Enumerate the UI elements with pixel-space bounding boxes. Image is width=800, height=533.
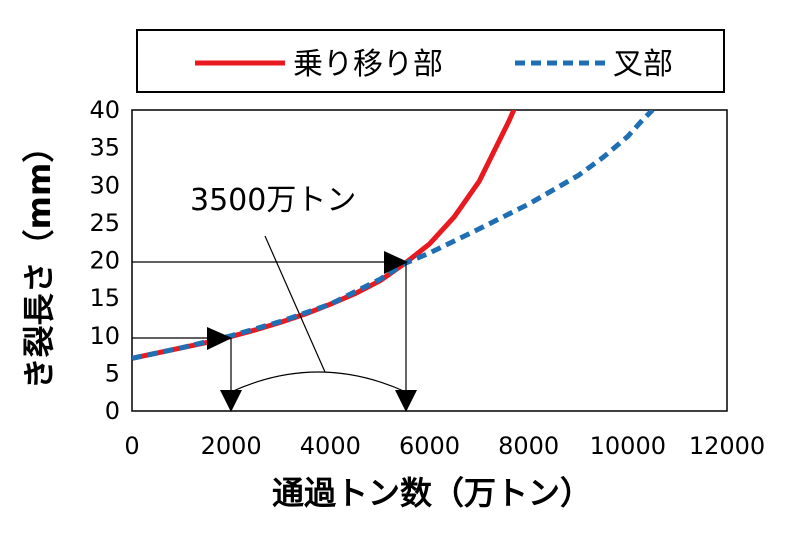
y-tick-label: 0 [105, 397, 120, 425]
y-tick-label: 35 [89, 134, 120, 162]
x-axis-title: 通過トン数（万トン） [272, 474, 592, 512]
y-tick-label: 10 [89, 322, 120, 350]
legend: 乗り移り部 叉部 [136, 29, 725, 93]
x-tick-label: 8000 [498, 432, 559, 460]
x-tick-label: 2000 [201, 432, 262, 460]
x-axis-ticks: 0 2000 4000 6000 8000 10000 12000 [124, 432, 765, 460]
y-tick-label: 20 [89, 247, 120, 275]
annotation-arrows [132, 235, 407, 393]
y-tick-label: 25 [89, 209, 120, 237]
x-tick-label: 6000 [399, 432, 460, 460]
y-tick-label: 15 [89, 284, 120, 312]
arrowhead-down-2 [395, 390, 417, 412]
x-tick-label: 10000 [590, 432, 666, 460]
legend-label-0: 乗り移り部 [293, 47, 443, 82]
arrowheads [207, 251, 417, 412]
bracket-arc [230, 371, 407, 393]
legend-label-1: 叉部 [613, 47, 673, 82]
y-tick-label: 5 [105, 359, 120, 387]
arrowhead-right-2 [384, 251, 408, 274]
x-tick-label: 0 [124, 432, 139, 460]
annotation-label: 3500万トン [190, 183, 356, 218]
y-tick-label: 40 [89, 96, 120, 124]
arrowhead-down-1 [220, 390, 242, 412]
plot-area [131, 109, 728, 412]
y-axis-title: き裂長さ（mm） [20, 131, 58, 390]
x-tick-label: 4000 [300, 432, 361, 460]
y-axis-ticks: 0 5 10 15 20 25 30 35 40 [89, 96, 120, 425]
x-tick-label: 12000 [689, 432, 765, 460]
y-tick-label: 30 [89, 171, 120, 199]
leader-line [264, 235, 326, 373]
arrowhead-right-1 [207, 327, 232, 350]
series-line-0 [132, 110, 517, 361]
series-line-1 [132, 110, 655, 361]
plot-frame [131, 109, 728, 412]
series-layer [132, 110, 655, 361]
